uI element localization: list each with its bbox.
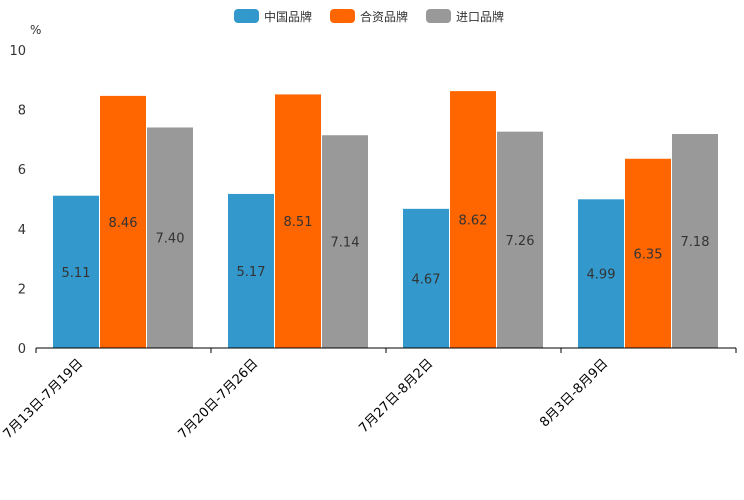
data-label-0-0: 5.11 [62, 266, 91, 281]
bar-0-3[interactable] [578, 199, 624, 348]
data-label-1-2: 8.62 [459, 214, 488, 229]
legend-label-2: 进口品牌 [456, 10, 504, 24]
data-label-2-2: 7.26 [506, 234, 535, 249]
bars: 5.11 8.46 7.40 5.17 8.51 7.14 4.67 8.62 7.26 4.99… [53, 91, 718, 349]
data-label-0-1: 5.17 [237, 265, 266, 280]
y-tick-label-2: 4 [18, 223, 26, 238]
y-axis: 0 2 4 6 8 10 [9, 44, 26, 357]
data-label-1-3: 6.35 [634, 247, 663, 262]
bar-2-1[interactable] [322, 135, 368, 348]
y-tick-label-5: 10 [9, 44, 26, 59]
legend-swatch-0[interactable] [234, 9, 259, 23]
legend-swatch-2[interactable] [426, 9, 451, 23]
bar-1-0[interactable] [100, 95, 146, 348]
x-tick-label-0: 7月13日-7月19日 [1, 356, 87, 442]
data-label-2-0: 7.40 [156, 232, 185, 247]
y-axis-unit-label: % [30, 23, 41, 37]
bar-1-3[interactable] [625, 158, 671, 348]
data-label-1-1: 8.51 [284, 215, 313, 230]
data-label-0-3: 4.99 [587, 268, 616, 283]
y-tick-label-0: 0 [18, 342, 26, 357]
legend-label-1: 合资品牌 [360, 9, 408, 24]
data-label-2-1: 7.14 [331, 236, 360, 251]
legend-label-0: 中国品牌 [264, 9, 312, 24]
data-label-0-2: 4.67 [412, 272, 441, 287]
bar-1-2[interactable] [450, 91, 496, 349]
bar-2-0[interactable] [147, 127, 193, 348]
bar-0-2[interactable] [403, 208, 449, 348]
bar-2-3[interactable] [672, 134, 718, 348]
bar-1-1[interactable] [275, 94, 321, 348]
bar-2-2[interactable] [497, 131, 543, 348]
x-axis: 7月13日-7月19日 7月20日-7月26日 7月27日-8月2日 8月3日-8月9… [1, 347, 737, 442]
bar-0-1[interactable] [228, 193, 274, 348]
bar-0-0[interactable] [53, 195, 99, 348]
x-tick-label-1: 7月20日-7月26日 [176, 356, 262, 442]
x-tick-label-3: 8月3日-8月9日 [537, 356, 611, 430]
legend: 中国品牌 合资品牌 进口品牌 [234, 9, 504, 24]
data-label-1-0: 8.46 [109, 216, 138, 231]
legend-swatch-1[interactable] [330, 9, 355, 23]
y-tick-label-3: 6 [18, 163, 26, 178]
x-tick-label-2: 7月27日-8月2日 [356, 356, 436, 436]
data-label-2-3: 7.18 [681, 235, 710, 250]
y-tick-label-4: 8 [18, 104, 26, 119]
y-tick-label-1: 2 [18, 282, 26, 297]
